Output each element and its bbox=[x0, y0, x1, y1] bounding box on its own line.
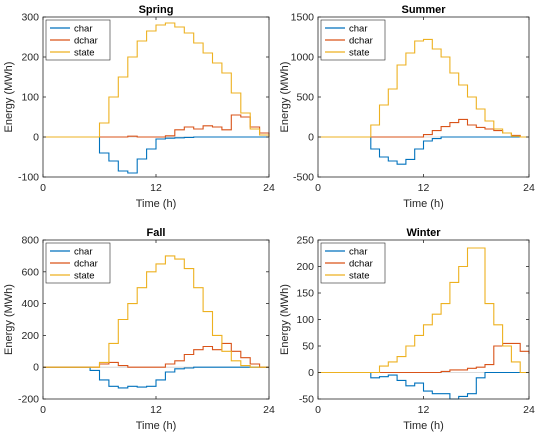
y-tick-label: 200 bbox=[296, 261, 314, 273]
y-tick-label: 500 bbox=[296, 92, 314, 104]
chart-title: Spring bbox=[139, 4, 174, 16]
y-tick-label: -50 bbox=[299, 394, 314, 406]
legend-label-dchar: dchar bbox=[74, 259, 98, 270]
y-axis-label: Energy (MWh) bbox=[279, 284, 291, 355]
legend-label-state: state bbox=[349, 48, 370, 59]
legend-label-char: char bbox=[74, 247, 92, 258]
y-tick-label: -500 bbox=[293, 172, 314, 184]
y-tick-label: 800 bbox=[21, 235, 39, 247]
y-tick-label: -200 bbox=[18, 394, 39, 406]
y-axis-label: Energy (MWh) bbox=[279, 62, 291, 133]
y-tick-label: 200 bbox=[21, 52, 39, 64]
y-tick-label: 0 bbox=[308, 132, 314, 144]
series-line-char bbox=[318, 371, 529, 400]
legend-label-char: char bbox=[349, 24, 367, 35]
series-line-dchar bbox=[43, 114, 270, 138]
chart-title: Winter bbox=[406, 227, 441, 239]
x-tick-label: 0 bbox=[40, 404, 46, 416]
legend-label-state: state bbox=[74, 271, 95, 282]
legend-label-dchar: dchar bbox=[349, 259, 373, 270]
x-tick-label: 0 bbox=[315, 182, 321, 194]
y-tick-label: 1000 bbox=[291, 52, 315, 64]
x-tick-label: 0 bbox=[40, 182, 46, 194]
chart-title: Fall bbox=[147, 227, 166, 239]
x-tick-label: 12 bbox=[418, 404, 430, 416]
x-tick-label: 24 bbox=[263, 404, 275, 416]
y-tick-label: 400 bbox=[21, 298, 39, 310]
legend-label-char: char bbox=[349, 247, 367, 258]
y-tick-label: 600 bbox=[21, 266, 39, 278]
legend-label-char: char bbox=[74, 24, 92, 35]
x-tick-label: 12 bbox=[150, 182, 162, 194]
y-tick-label: 50 bbox=[302, 341, 314, 353]
y-tick-label: -100 bbox=[18, 172, 39, 184]
x-tick-label: 0 bbox=[315, 404, 321, 416]
x-axis-label: Time (h) bbox=[136, 420, 177, 432]
x-tick-label: 24 bbox=[263, 182, 275, 194]
legend-label-dchar: dchar bbox=[74, 36, 98, 47]
y-tick-label: 200 bbox=[21, 330, 39, 342]
y-tick-label: 1500 bbox=[291, 12, 315, 24]
y-tick-label: 0 bbox=[33, 362, 39, 374]
chart-title: Summer bbox=[401, 4, 446, 16]
x-tick-label: 12 bbox=[150, 404, 162, 416]
x-tick-label: 24 bbox=[523, 404, 535, 416]
x-axis-label: Time (h) bbox=[403, 420, 444, 432]
series-line-state bbox=[318, 38, 529, 138]
y-tick-label: 150 bbox=[296, 288, 314, 300]
y-axis-label: Energy (MWh) bbox=[3, 284, 15, 355]
y-tick-label: 0 bbox=[33, 132, 39, 144]
x-tick-label: 12 bbox=[418, 182, 430, 194]
y-tick-label: 300 bbox=[21, 12, 39, 24]
x-tick-label: 24 bbox=[523, 182, 535, 194]
y-tick-label: 0 bbox=[308, 367, 314, 379]
y-tick-label: 100 bbox=[21, 92, 39, 104]
y-tick-label: 250 bbox=[296, 235, 314, 247]
series-line-char bbox=[43, 366, 269, 389]
x-axis-label: Time (h) bbox=[403, 198, 444, 210]
x-axis-label: Time (h) bbox=[136, 198, 177, 210]
series-line-state bbox=[43, 255, 269, 368]
series-line-state bbox=[43, 22, 270, 138]
legend-label-state: state bbox=[349, 271, 370, 282]
legend-label-state: state bbox=[74, 48, 95, 59]
y-tick-label: 100 bbox=[296, 314, 314, 326]
legend-label-dchar: dchar bbox=[349, 36, 373, 47]
y-axis-label: Energy (MWh) bbox=[3, 62, 15, 133]
series-line-state bbox=[318, 247, 529, 374]
